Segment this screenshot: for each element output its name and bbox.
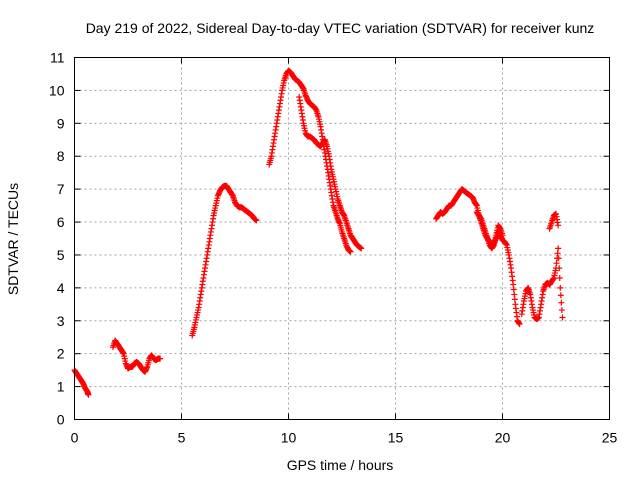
data-point: [516, 321, 523, 328]
x-tick-label: 15: [388, 430, 404, 446]
y-tick-label: 8: [57, 148, 65, 164]
x-tick-label: 0: [71, 430, 79, 446]
data-point: [157, 355, 164, 362]
y-tick-label: 7: [57, 181, 65, 197]
y-tick-label: 2: [57, 346, 65, 362]
y-tick-label: 6: [57, 214, 65, 230]
data-point: [558, 307, 565, 314]
x-tick-label: 20: [495, 430, 511, 446]
data-point: [556, 265, 563, 272]
data-point: [559, 314, 566, 321]
data-point: [558, 299, 565, 306]
x-tick-label: 5: [178, 430, 186, 446]
data-point: [499, 232, 506, 239]
data-point: [555, 222, 562, 229]
x-tick-label: 25: [602, 430, 618, 446]
y-tick-label: 11: [50, 50, 65, 66]
y-tick-label: 10: [49, 82, 65, 98]
data-point: [555, 255, 562, 262]
data-point: [358, 245, 365, 252]
data-point: [557, 292, 564, 299]
plot-frame: [74, 57, 610, 420]
x-tick-label: 10: [281, 430, 297, 446]
data-point: [253, 217, 260, 224]
tick-layer: 0 5 10 15 20 25 0 1 2 3 4 5 6 7 8 9 10 11: [49, 50, 618, 446]
data-point: [557, 284, 564, 291]
y-tick-label: 1: [57, 379, 65, 395]
data-point: [556, 274, 563, 281]
y-tick-label: 4: [57, 280, 65, 296]
data-point: [85, 391, 92, 398]
y-tick-label: 3: [57, 313, 65, 329]
chart-title: Day 219 of 2022, Sidereal Day-to-day VTE…: [86, 20, 595, 36]
y-tick-label: 5: [57, 247, 65, 263]
x-axis-label: GPS time / hours: [287, 457, 394, 473]
data-point: [347, 248, 354, 255]
y-axis-label: SDTVAR / TECUs: [5, 183, 21, 295]
data-point: [555, 245, 562, 252]
y-tick-label: 9: [57, 115, 65, 131]
data-points: [71, 67, 566, 398]
y-tick-label: 0: [57, 412, 65, 428]
